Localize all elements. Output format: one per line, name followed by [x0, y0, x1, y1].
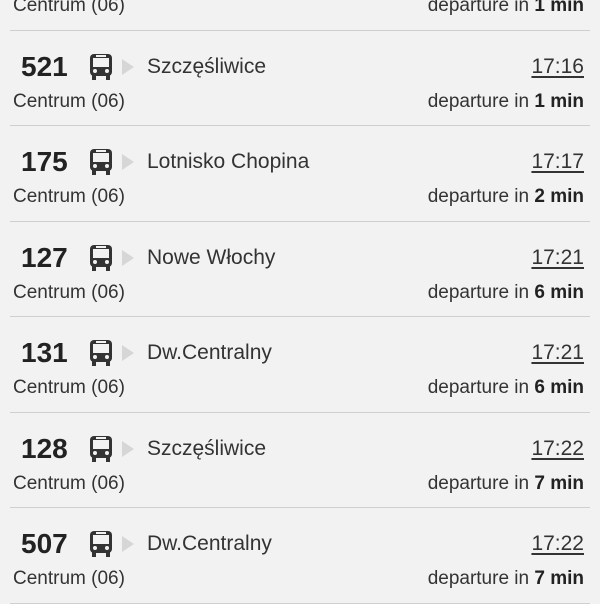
stop-name: Centrum (06): [13, 186, 125, 207]
destination: Szczęśliwice: [147, 436, 267, 460]
line-number: 128: [21, 432, 68, 464]
bus-icon: [90, 53, 112, 80]
departure-row[interactable]: 521 Szczęśliwice 17:16 Centrum (06) depa…: [10, 31, 590, 126]
arrow-right-icon: [122, 440, 134, 457]
departure-countdown: departure in 1 min: [428, 0, 584, 17]
countdown-prefix: departure in: [427, 281, 530, 303]
countdown-minutes: 2 min: [534, 186, 584, 207]
departure-row[interactable]: 131 Dw.Centralny 17:21 Centrum (06) depa…: [10, 317, 590, 413]
departure-countdown: departure in 1 min: [428, 91, 584, 113]
stop-name: Centrum (06): [13, 281, 125, 303]
stop-name: Centrum (06): [13, 377, 125, 398]
line-number: 175: [21, 146, 68, 177]
bus-icon: [90, 244, 112, 271]
bus-icon: [90, 340, 112, 366]
departure-time[interactable]: 17:21: [531, 341, 584, 364]
countdown-minutes: 7 min: [534, 472, 584, 494]
destination: Dw.Centralny: [147, 341, 272, 364]
arrow-right-icon: [122, 345, 134, 361]
countdown-minutes: 6 min: [534, 377, 584, 398]
departure-countdown: departure in 6 min: [428, 377, 584, 399]
arrow-right-icon: [122, 58, 134, 75]
line-number: 507: [21, 528, 68, 559]
departure-time[interactable]: 17:16: [531, 54, 584, 78]
departure-countdown: departure in 2 min: [428, 186, 584, 208]
departure-countdown: departure in 7 min: [428, 568, 584, 590]
departure-time[interactable]: 17:22: [531, 436, 584, 460]
countdown-minutes: 1 min: [534, 90, 584, 112]
destination: Szczęśliwice: [147, 54, 267, 78]
countdown-prefix: departure in: [427, 90, 530, 112]
departure-countdown: departure in 6 min: [428, 282, 584, 304]
arrow-right-icon: [122, 249, 134, 266]
stop-name: Centrum (06): [13, 472, 125, 494]
bus-icon: [90, 149, 112, 175]
arrow-right-icon: [122, 154, 134, 170]
stop-name: Centrum (06): [13, 0, 125, 16]
departure-time[interactable]: 17:21: [531, 245, 584, 269]
destination: Lotnisko Chopina: [147, 150, 310, 173]
stop-name: Centrum (06): [13, 568, 125, 589]
departure-time[interactable]: 17:22: [531, 532, 584, 555]
departure-countdown: departure in 7 min: [428, 473, 584, 495]
departure-row[interactable]: 128 Szczęśliwice 17:22 Centrum (06) depa…: [10, 413, 590, 508]
countdown-minutes: 6 min: [534, 281, 584, 303]
countdown-prefix: departure in: [427, 568, 530, 589]
countdown-minutes: 1 min: [534, 0, 584, 16]
departure-row[interactable]: 507 Dw.Centralny 17:22 Centrum (06) depa…: [10, 508, 590, 604]
departure-time[interactable]: 17:17: [531, 150, 584, 173]
countdown-prefix: departure in: [427, 186, 530, 207]
destination: Nowe Włochy: [147, 245, 276, 269]
bus-icon: [90, 531, 112, 557]
stop-name: Centrum (06): [13, 90, 125, 112]
line-number: 131: [21, 337, 68, 368]
line-number: 127: [21, 241, 68, 273]
countdown-prefix: departure in: [427, 0, 530, 16]
countdown-prefix: departure in: [427, 377, 530, 398]
destination: Dw.Centralny: [147, 532, 272, 555]
departure-row[interactable]: 127 Nowe Włochy 17:21 Centrum (06) depar…: [10, 222, 590, 317]
departure-row[interactable]: Centrum (06) departure in 1 min: [10, 0, 590, 31]
arrow-right-icon: [122, 536, 134, 552]
departure-row[interactable]: 175 Lotnisko Chopina 17:17 Centrum (06) …: [10, 126, 590, 222]
countdown-prefix: departure in: [427, 472, 530, 494]
line-number: 521: [21, 50, 68, 82]
bus-icon: [90, 435, 112, 462]
countdown-minutes: 7 min: [534, 568, 584, 589]
